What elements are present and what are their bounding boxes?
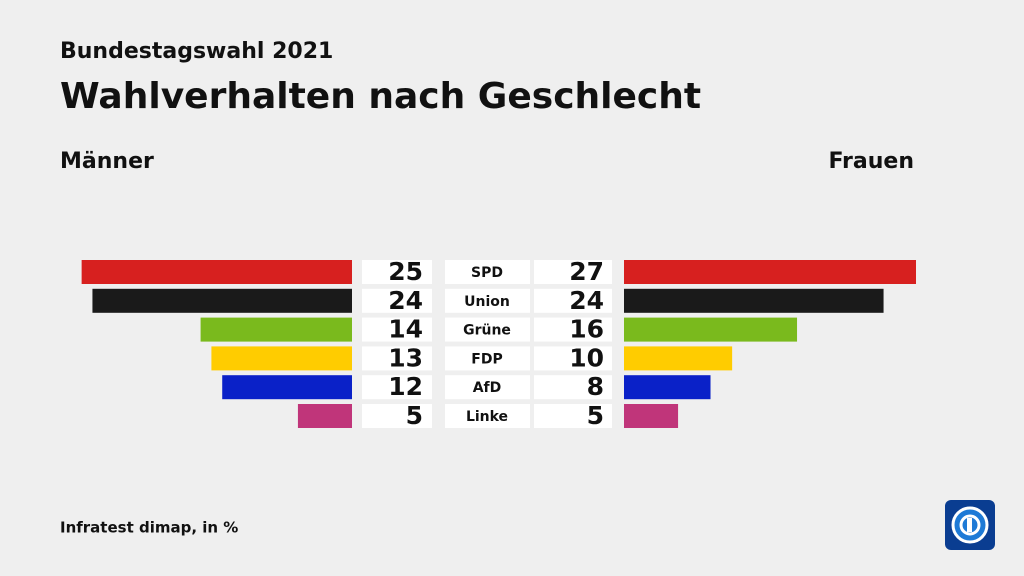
left-series-label: Männer bbox=[60, 149, 154, 174]
bar bbox=[624, 346, 733, 371]
value-label: 16 bbox=[569, 315, 604, 344]
bar bbox=[297, 404, 352, 428]
bar bbox=[211, 346, 352, 371]
label-box bbox=[362, 260, 432, 284]
label-box bbox=[362, 375, 432, 400]
category-label: FDP bbox=[471, 351, 502, 367]
value-label: 13 bbox=[388, 343, 423, 372]
label-box bbox=[534, 288, 612, 313]
label-box bbox=[534, 317, 612, 342]
label-box bbox=[362, 288, 432, 313]
label-box bbox=[445, 375, 530, 400]
label-box bbox=[445, 346, 530, 371]
label-box bbox=[534, 375, 612, 400]
value-label: 10 bbox=[569, 343, 604, 372]
category-label: Grüne bbox=[463, 323, 511, 339]
label-box bbox=[362, 346, 432, 371]
bar bbox=[624, 288, 884, 313]
value-label: 8 bbox=[587, 372, 604, 401]
value-label: 5 bbox=[587, 401, 604, 430]
value-label: 12 bbox=[388, 372, 423, 401]
bar bbox=[624, 375, 711, 400]
value-label: 27 bbox=[569, 257, 604, 286]
label-box bbox=[534, 404, 612, 428]
chart-subtitle: Bundestagswahl 2021 bbox=[60, 39, 333, 64]
label-box bbox=[445, 288, 530, 313]
label-box bbox=[445, 260, 530, 284]
value-label: 24 bbox=[388, 286, 423, 315]
value-label: 24 bbox=[569, 286, 604, 315]
label-box bbox=[362, 404, 432, 428]
source: Infratest dimap, in % bbox=[60, 519, 238, 537]
right-series-label: Frauen bbox=[828, 149, 914, 174]
category-label: Union bbox=[464, 294, 510, 310]
chart-title: Wahlverhalten nach Geschlecht bbox=[60, 76, 701, 117]
label-box bbox=[445, 317, 530, 342]
category-label: AfD bbox=[473, 380, 502, 396]
bar bbox=[624, 317, 798, 342]
bar bbox=[92, 288, 352, 313]
value-label: 5 bbox=[406, 401, 423, 430]
label-box bbox=[534, 260, 612, 284]
value-label: 14 bbox=[388, 315, 423, 344]
category-label: Linke bbox=[466, 409, 508, 425]
bar bbox=[81, 260, 352, 284]
bar bbox=[222, 375, 352, 400]
logo bbox=[945, 500, 995, 550]
value-label: 25 bbox=[388, 257, 423, 286]
bar bbox=[200, 317, 352, 342]
bar bbox=[624, 260, 916, 284]
label-box bbox=[362, 317, 432, 342]
label-box bbox=[445, 404, 530, 428]
category-label: SPD bbox=[471, 265, 503, 281]
label-box bbox=[534, 346, 612, 371]
bar bbox=[624, 404, 679, 428]
